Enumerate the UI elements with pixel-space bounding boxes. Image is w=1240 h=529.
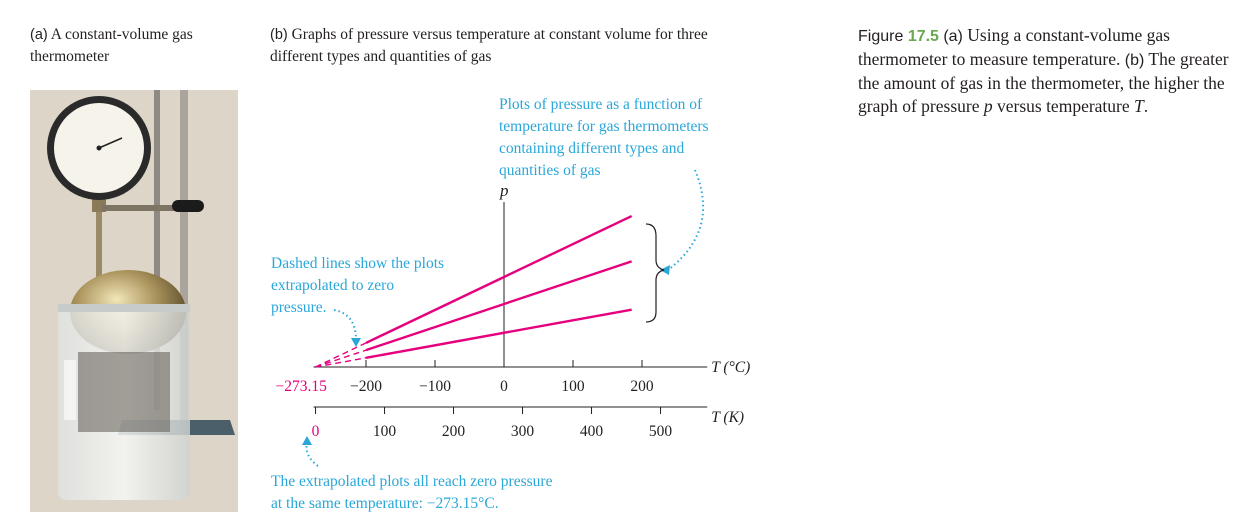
kelvin-tick-label: 300: [511, 423, 535, 440]
panel-b-caption: (b) Graphs of pressure versus temperatur…: [270, 24, 750, 67]
series-2-extrapolation: [315, 349, 367, 368]
celsius-tick-label: 0: [500, 378, 508, 395]
celsius-tick-label: −200: [350, 378, 382, 395]
plots-note-line-3: containing different types and: [499, 140, 684, 157]
celsius-zero-pressure-label: −273.15: [276, 378, 328, 395]
figure-var-T: T: [1134, 96, 1144, 116]
figure-tag-b: (b): [1124, 52, 1145, 69]
figure-number-value: 17.5: [907, 28, 939, 45]
gas-thermometer-photo: [30, 90, 238, 512]
dashed-note-line-3: pressure.: [271, 299, 327, 316]
plots-note-line-2: temperature for gas thermometers: [499, 118, 709, 135]
dashed-note-line-2: extrapolated to zero: [271, 277, 394, 294]
figure-text-b-1: The greater the amount of gas in the the…: [858, 49, 1229, 116]
dashed-note-arrowhead: [351, 338, 361, 347]
figure-var-p: p: [983, 96, 993, 116]
zero-note-arrowhead: [302, 436, 312, 445]
figure-text-b-3: .: [1143, 96, 1149, 116]
pressure-temperature-chart: p T (°C) T (K) −200 −100 0 100 200 −273.15 100 200…: [271, 96, 751, 512]
plots-note-arrowhead: [660, 265, 670, 275]
series-1-extrapolation: [315, 342, 367, 368]
celsius-tick-label: 100: [561, 378, 585, 395]
series-brace: [645, 223, 665, 323]
plots-note: Plots of pressure as a function of tempe…: [499, 96, 712, 179]
plots-note-arrow: [667, 169, 705, 271]
series-3-extrapolation: [315, 357, 367, 368]
dashed-note: Dashed lines show the plots extrapolated…: [271, 255, 448, 316]
zero-note-line-1: The extrapolated plots all reach zero pr…: [271, 473, 553, 490]
dashed-note-arrow: [333, 309, 357, 341]
series-2-line: [365, 260, 633, 352]
kelvin-tick-label: 200: [442, 423, 466, 440]
pressure-axis-label: p: [499, 181, 509, 200]
figure-number: Figure 17.5: [858, 28, 939, 45]
series-3-line: [365, 308, 632, 360]
kelvin-tick-label: 100: [373, 423, 397, 440]
celsius-tick-label: 200: [630, 378, 654, 395]
chart-layer: p T (°C) T (K) −200 −100 0 100 200 −273.15 100 200…: [276, 181, 751, 440]
celsius-axis-label: T (°C): [711, 359, 750, 376]
panel-a-tag: (a): [30, 27, 48, 43]
panel-a-caption: (a) A constant-volume gas thermometer: [30, 24, 245, 67]
kelvin-tick-label: 400: [580, 423, 604, 440]
kelvin-zero-label: 0: [312, 423, 320, 440]
zero-note-line-2: at the same temperature: −273.15°C.: [271, 495, 499, 512]
panel-b-tag: (b): [270, 27, 288, 43]
dashed-note-line-1: Dashed lines show the plots: [271, 255, 444, 272]
series-1-line: [365, 214, 633, 344]
kelvin-tick-label: 500: [649, 423, 673, 440]
kelvin-axis-label: T (K): [711, 409, 744, 426]
figure-caption: Figure 17.5 (a) Using a constant-volume …: [858, 24, 1230, 118]
figure-text-b-2: versus temperature: [996, 96, 1130, 116]
zero-note: The extrapolated plots all reach zero pr…: [271, 473, 556, 512]
plots-note-line-4: quantities of gas: [499, 162, 601, 179]
panel-a-text: A constant-volume gas thermometer: [30, 26, 193, 65]
plots-note-line-1: Plots of pressure as a function of: [499, 96, 703, 113]
panel-b-text: Graphs of pressure versus temperature at…: [270, 26, 708, 65]
celsius-tick-label: −100: [419, 378, 451, 395]
figure-label: Figure: [858, 28, 904, 45]
figure-tag-a: (a): [943, 28, 963, 45]
zero-note-arrow: [305, 441, 319, 467]
figure-text-a: Using a constant-volume gas thermometer …: [858, 25, 1170, 69]
